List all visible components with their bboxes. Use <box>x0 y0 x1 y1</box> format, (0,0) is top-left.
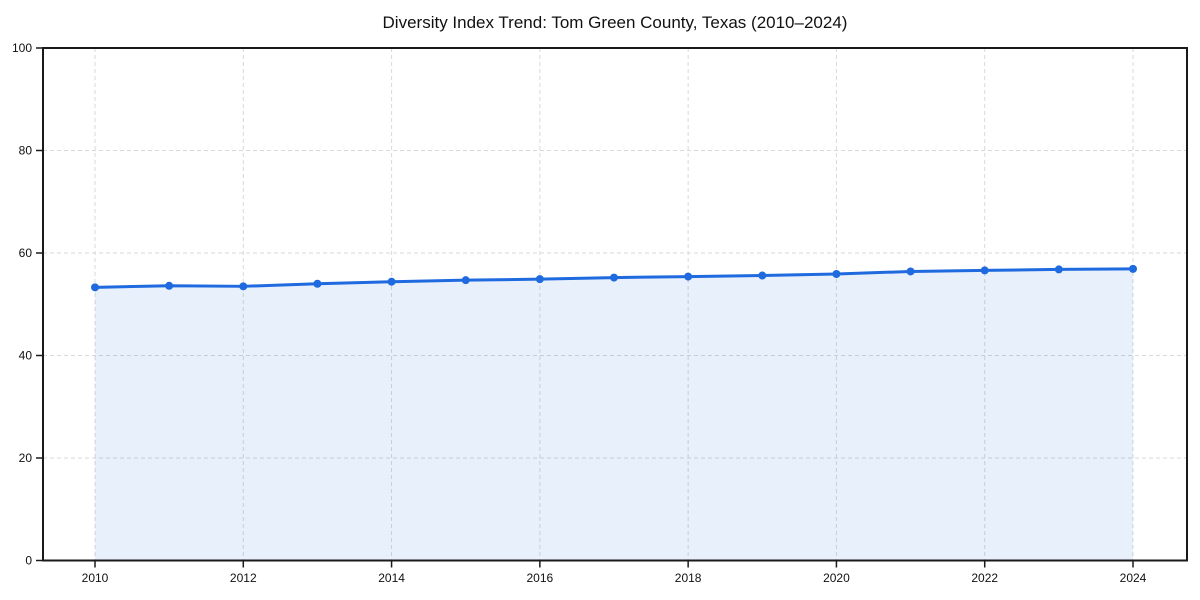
data-point-2012 <box>239 282 248 291</box>
y-tick-label-0: 0 <box>25 554 32 568</box>
tick-label-layer: 0 20 40 60 80 100 2010 2012 2014 2016 2018 2020 2022… <box>12 41 1147 585</box>
x-tick-label-2022: 2022 <box>971 571 998 585</box>
data-point-2014 <box>387 277 396 286</box>
y-tick-label-60: 60 <box>19 246 33 260</box>
x-tick-label-2016: 2016 <box>527 571 554 585</box>
x-tick-label-2010: 2010 <box>82 571 109 585</box>
axis-layer <box>36 47 1188 568</box>
data-point-2024 <box>1129 264 1137 273</box>
area-fill <box>95 268 1133 561</box>
data-point-2013 <box>313 279 322 288</box>
data-point-2023 <box>1054 265 1063 274</box>
data-point-2016 <box>535 275 544 284</box>
x-tick-label-2012: 2012 <box>230 571 257 585</box>
data-point-2022 <box>980 266 989 275</box>
data-point-2021 <box>906 267 915 276</box>
x-tick-label-2024: 2024 <box>1120 571 1147 585</box>
marker-layer <box>91 264 1137 292</box>
y-tick-label-20: 20 <box>19 451 33 465</box>
chart-title: Diversity Index Trend: Tom Green County,… <box>383 13 848 32</box>
data-point-2018 <box>684 272 693 281</box>
area-layer <box>95 268 1133 561</box>
data-point-2020 <box>832 270 841 279</box>
y-tick-label-40: 40 <box>19 349 33 363</box>
data-point-2019 <box>758 271 767 280</box>
data-point-2011 <box>165 281 174 290</box>
x-tick-label-2020: 2020 <box>823 571 850 585</box>
data-point-2015 <box>461 276 470 285</box>
data-point-2017 <box>610 273 618 282</box>
plot-border <box>42 47 1188 562</box>
grid-layer <box>43 48 1187 561</box>
data-point-2010 <box>91 283 99 292</box>
x-tick-label-2018: 2018 <box>675 571 702 585</box>
y-tick-label-80: 80 <box>19 144 33 158</box>
x-tick-label-2014: 2014 <box>378 571 405 585</box>
y-tick-label-100: 100 <box>12 41 32 55</box>
